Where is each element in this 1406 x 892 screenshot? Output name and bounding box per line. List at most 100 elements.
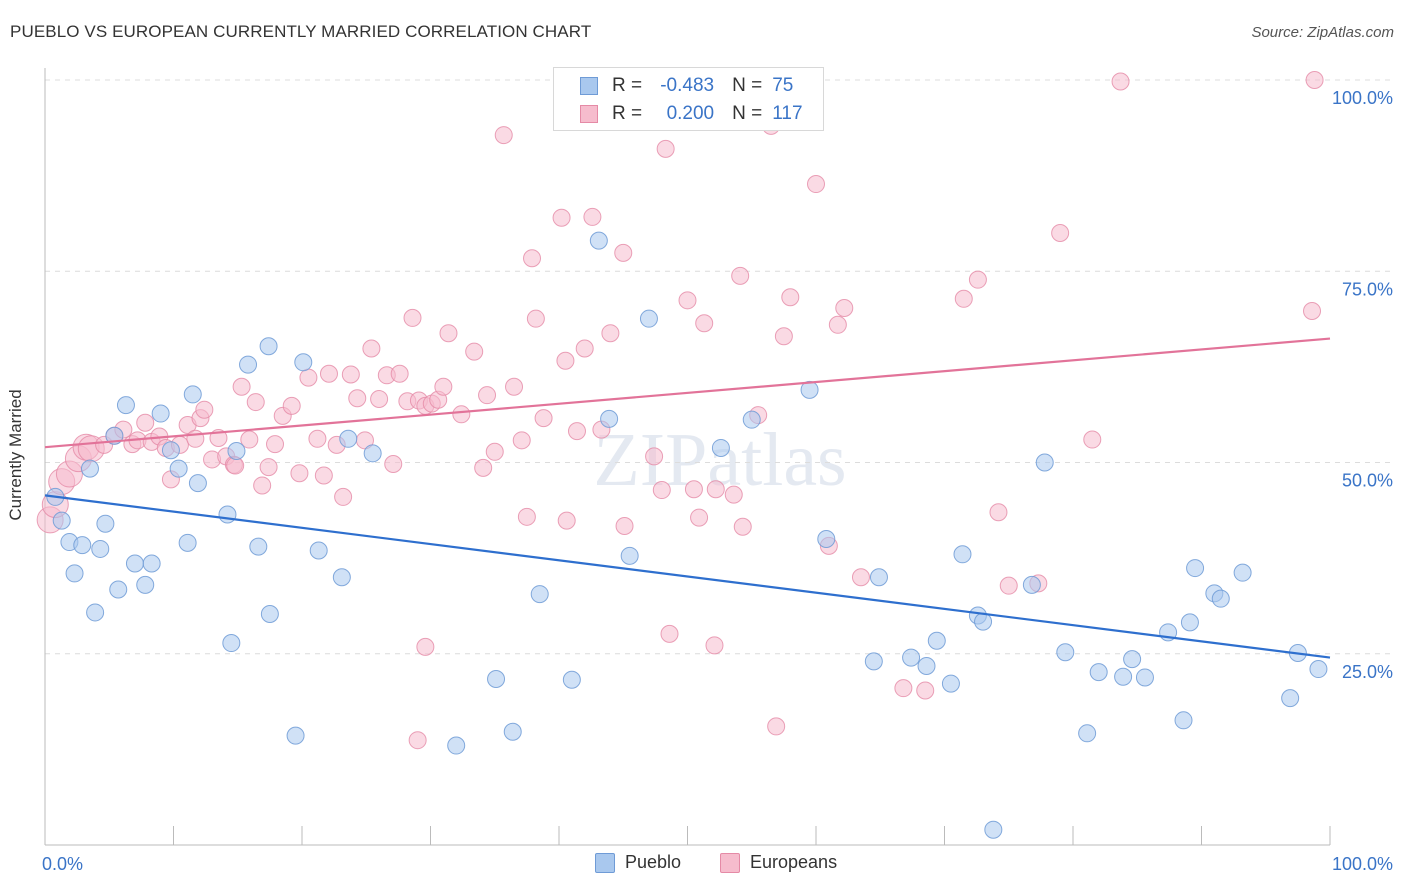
europeans-point (494, 126, 513, 145)
europeans-point (526, 309, 545, 328)
pueblo-point (222, 634, 241, 653)
europeans-point (136, 413, 155, 432)
pueblo-point (1135, 668, 1154, 687)
pueblo-point (1180, 613, 1199, 632)
pueblo-point (259, 337, 278, 356)
pueblo-point (309, 541, 328, 560)
pueblo-point (1309, 660, 1328, 679)
europeans-point (403, 308, 422, 327)
pueblo-point (620, 546, 639, 565)
europeans-point (767, 717, 786, 736)
pueblo-point (109, 580, 128, 599)
europeans-point (660, 624, 679, 643)
n-value: 75 (772, 75, 794, 96)
europeans-point (557, 511, 576, 530)
europeans-point (989, 503, 1008, 522)
pueblo-point (169, 459, 188, 478)
pueblo-point (86, 603, 105, 622)
europeans-point (678, 291, 697, 310)
europeans-point (1111, 72, 1130, 91)
pueblo-point (1186, 559, 1205, 578)
pueblo-point (974, 612, 993, 631)
europeans-point (390, 364, 409, 383)
europeans-point (807, 175, 825, 194)
pueblo-point (249, 537, 268, 556)
trend-lines (44, 337, 1331, 659)
pueblo-point (864, 652, 883, 671)
europeans-legend-swatch (720, 852, 740, 873)
n-value: 117 (772, 103, 803, 124)
pueblo-point (902, 648, 921, 667)
europeans-point (706, 480, 725, 499)
pueblo-point (52, 511, 71, 530)
europeans-point (299, 368, 318, 387)
source-credit: Source: ZipAtlas.com (1251, 24, 1394, 41)
europeans-point (282, 396, 301, 415)
pueblo-point (80, 459, 99, 478)
europeans-point (1083, 430, 1102, 449)
pueblo-point (562, 670, 581, 689)
pueblo-point (227, 442, 246, 461)
legend-row-pueblo: R = -0.483 N = 75 (580, 73, 793, 99)
europeans-point (266, 435, 285, 454)
pueblo-point (125, 554, 144, 573)
europeans-point (523, 249, 542, 268)
europeans-point (614, 243, 633, 262)
pueblo-point (332, 568, 351, 587)
pueblo-point (183, 385, 202, 404)
europeans-point (656, 139, 675, 158)
europeans-point (290, 464, 309, 483)
pueblo-point (188, 474, 207, 493)
pueblo-point (742, 410, 761, 429)
europeans-point (517, 507, 536, 526)
pueblo-point (260, 604, 279, 623)
europeans-point (567, 422, 586, 441)
pueblo-point (142, 554, 161, 573)
europeans-point (246, 393, 265, 412)
europeans-point (575, 339, 594, 358)
europeans-point (195, 400, 214, 419)
legend-item-europeans: Europeans (720, 852, 837, 873)
pueblo-points (46, 231, 1328, 839)
europeans-point (434, 377, 453, 396)
europeans-point (452, 405, 471, 424)
europeans-point (552, 208, 571, 227)
pueblo-legend-label: Pueblo (625, 852, 682, 872)
europeans-point (319, 364, 338, 383)
x-tick-label: 0.0% (42, 854, 83, 874)
europeans-point (408, 731, 427, 750)
pueblo-point (1233, 563, 1252, 582)
pueblo-point (96, 514, 115, 533)
europeans-legend-label: Europeans (750, 852, 838, 872)
r-label: R = (612, 75, 643, 96)
europeans-point (314, 466, 333, 485)
correlation-legend: R = -0.483 N = 75 R = 0.200 N = 117 (553, 67, 824, 131)
europeans-point (583, 207, 602, 226)
europeans-point (439, 324, 458, 343)
pueblo-point (589, 231, 608, 250)
pueblo-point (73, 536, 92, 555)
pueblo-point (1174, 711, 1193, 730)
europeans-point (416, 637, 435, 656)
pueblo-point (530, 585, 549, 604)
pueblo-point (1114, 667, 1133, 686)
chart-title: PUEBLO VS EUROPEAN CURRENTLY MARRIED COR… (10, 22, 592, 41)
europeans-points (36, 71, 1324, 750)
pueblo-point (600, 409, 619, 428)
europeans-point (1305, 71, 1324, 89)
pueblo-point (91, 539, 110, 558)
europeans-point (556, 351, 575, 370)
pueblo-point (927, 631, 946, 650)
europeans-point (253, 476, 272, 495)
europeans-point (370, 390, 389, 409)
europeans-swatch (580, 105, 598, 123)
europeans-point (474, 458, 493, 477)
europeans-point (645, 447, 664, 466)
europeans-point (601, 324, 620, 343)
europeans-point (954, 289, 973, 308)
europeans-point (894, 679, 913, 698)
europeans-point (1051, 224, 1070, 242)
europeans-point (308, 429, 327, 448)
pueblo-point (1123, 650, 1142, 669)
europeans-point (851, 568, 870, 587)
